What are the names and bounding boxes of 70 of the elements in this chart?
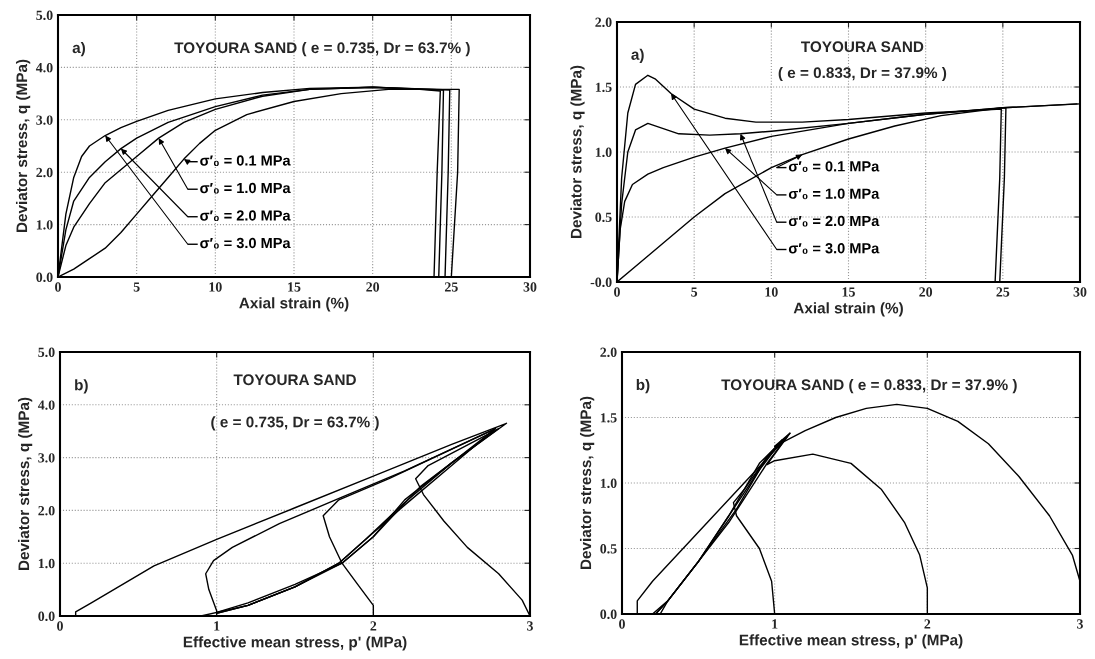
- x-axis-title: Axial strain (%): [793, 302, 903, 317]
- text: ( e = 0.833, Dr = 37.9% ): [778, 66, 947, 82]
- y-tick-label: 3.0: [38, 453, 55, 463]
- y-tick-label: 0.0: [600, 609, 617, 620]
- y-tick-label: 0.5: [595, 212, 612, 223]
- legend-label: σ′₀ = 1.0 MPa: [200, 182, 291, 194]
- y-axis-title: Deviator stress, q (MPa): [17, 397, 33, 570]
- annotation: b): [636, 378, 650, 394]
- x-axis-title: Axial strain (%): [239, 297, 349, 312]
- y-tick-label: 1.0: [38, 558, 55, 569]
- y-tick-label: 0.5: [600, 544, 617, 554]
- y-tick-label: 0.0: [36, 272, 53, 283]
- x-tick-label: 0: [619, 619, 625, 629]
- text: TOYOURA SAND: [233, 374, 356, 386]
- y-tick-label: 1.0: [600, 478, 617, 489]
- x-tick-label: 2: [370, 621, 377, 631]
- x-tick-label: 3: [527, 621, 533, 631]
- y-axis-title: Deviator stress, q (MPa): [570, 65, 585, 238]
- annotation: b): [75, 379, 88, 394]
- legend-label: σ′₀ = 3.0 MPa: [200, 237, 291, 249]
- text: TOYOURA SAND ( e = 0.833, Dr = 37.9% ): [721, 378, 1017, 394]
- y-tick-label: 4.0: [35, 62, 53, 73]
- x-tick-label: 10: [209, 282, 222, 292]
- x-axis-title: Effective mean stress, p' (MPa): [739, 634, 963, 649]
- legend-label: σ′₀ = 1.0 MPa: [788, 188, 880, 200]
- x-tick-label: 20: [919, 287, 933, 297]
- x-tick-label: 2: [924, 619, 931, 629]
- text: ( e = 0.735, Dr = 63.7% ): [211, 416, 379, 431]
- y-axis-title: Deviator stress, q (MPa): [579, 396, 595, 569]
- x-tick-label: 3: [1077, 619, 1083, 629]
- x-tick-label: 15: [842, 287, 855, 297]
- x-tick-label: 5: [691, 287, 698, 297]
- x-tick-label: 10: [765, 287, 778, 297]
- x-tick-label: 30: [523, 282, 537, 292]
- legend-label: σ′₀ = 2.0 MPa: [200, 210, 291, 222]
- x-tick-label: 1: [772, 619, 778, 629]
- text: TOYOURA SAND ( e = 0.735, Dr = 63.7% ): [174, 41, 470, 57]
- annotation: a): [72, 41, 85, 57]
- x-tick-label: 0: [57, 621, 63, 631]
- y-tick-label: 1.0: [36, 220, 53, 230]
- y-tick-label: -0.0: [590, 277, 612, 288]
- y-tick-label: 1.5: [595, 82, 612, 93]
- y-tick-label: 0.0: [38, 611, 55, 622]
- x-axis-title: Effective mean stress, p' (MPa): [183, 636, 407, 651]
- legend-label: σ′₀ = 0.1 MPa: [788, 161, 880, 172]
- y-tick-label: 1.0: [595, 147, 612, 158]
- y-tick-label: 2.0: [595, 17, 612, 28]
- x-tick-label: 0: [614, 287, 620, 297]
- y-tick-label: 2.0: [600, 347, 617, 358]
- x-tick-label: 25: [996, 287, 1010, 297]
- legend-label: σ′₀ = 0.1 MPa: [200, 155, 291, 167]
- legend-label: σ′₀ = 2.0 MPa: [788, 215, 880, 227]
- y-tick-label: 5.0: [36, 10, 53, 21]
- text: TOYOURA SAND: [801, 41, 924, 53]
- y-tick-label: 3.0: [36, 115, 53, 125]
- x-tick-label: 1: [214, 621, 220, 631]
- x-tick-label: 5: [133, 282, 140, 292]
- x-tick-label: 25: [444, 282, 458, 292]
- y-axis-title: Deviator stress, q (MPa): [15, 59, 31, 232]
- y-tick-label: 5.0: [38, 347, 55, 358]
- legend-label: σ′₀ = 3.0 MPa: [788, 243, 880, 254]
- y-tick-label: 1.5: [600, 413, 617, 423]
- x-tick-label: 0: [55, 282, 61, 292]
- x-tick-label: 30: [1073, 287, 1087, 297]
- x-tick-label: 20: [366, 282, 380, 292]
- y-tick-label: 2.0: [38, 505, 55, 516]
- y-tick-label: 2.0: [36, 167, 53, 178]
- annotation: a): [631, 48, 644, 63]
- x-tick-label: 15: [288, 282, 301, 292]
- y-tick-label: 4.0: [37, 400, 55, 410]
